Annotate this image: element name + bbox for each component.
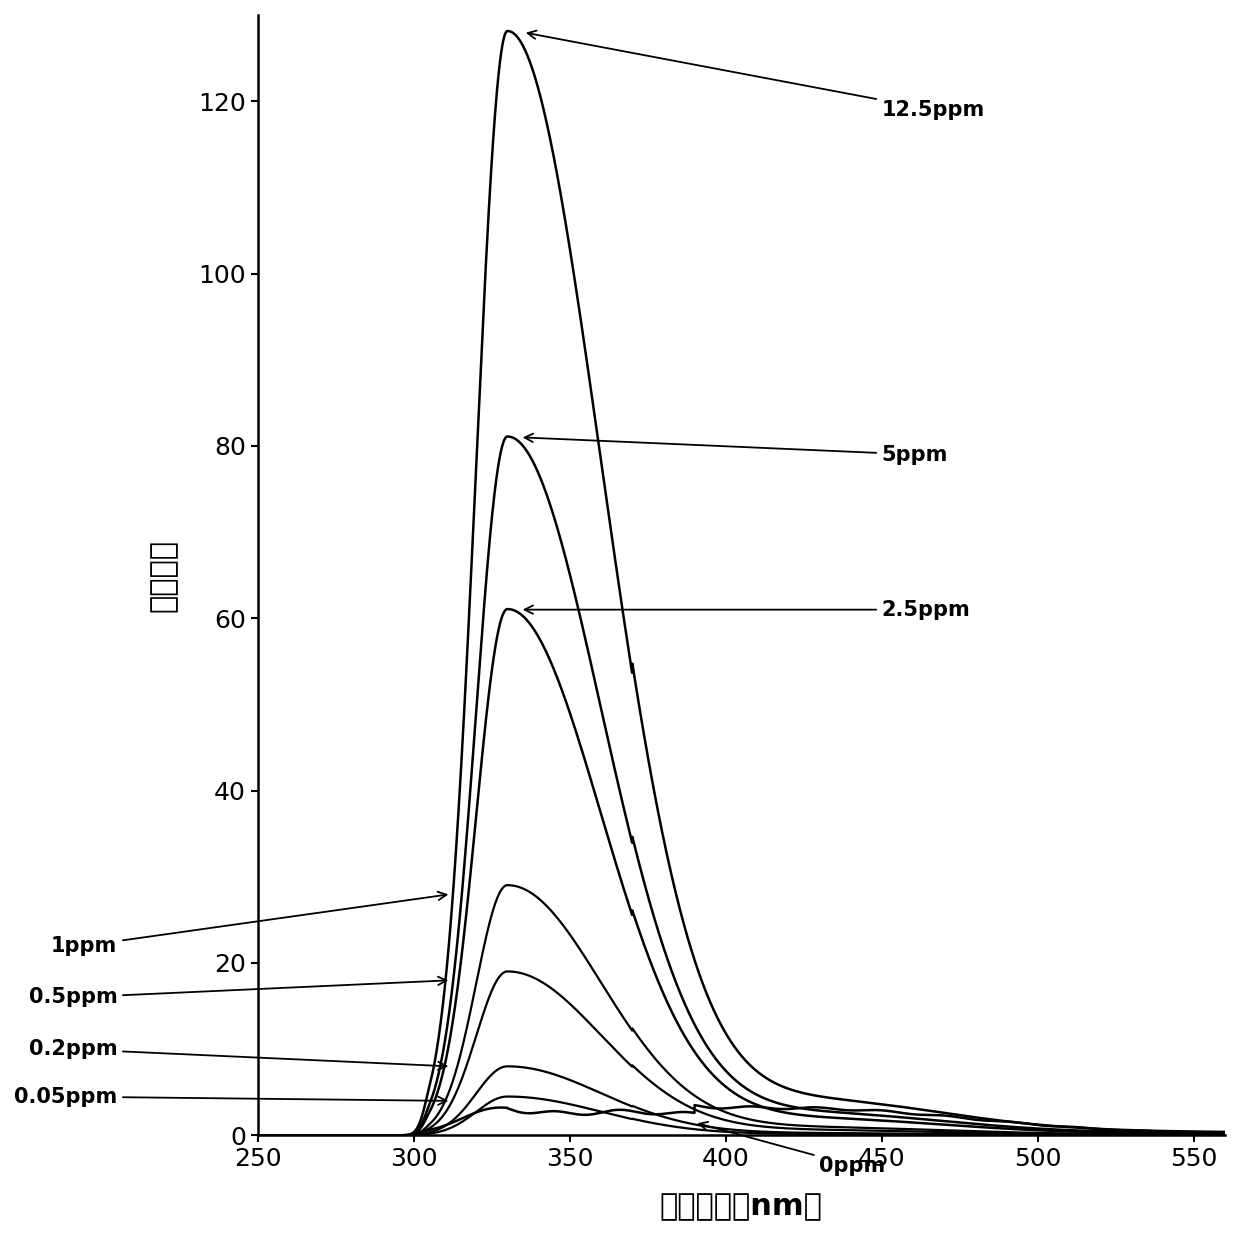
- Text: 1ppm: 1ppm: [51, 891, 446, 955]
- X-axis label: 发射波长（nm）: 发射波长（nm）: [660, 1192, 823, 1221]
- Text: 0.5ppm: 0.5ppm: [29, 976, 446, 1007]
- Text: 5ppm: 5ppm: [525, 434, 949, 465]
- Text: 2.5ppm: 2.5ppm: [525, 599, 971, 619]
- Text: 0.2ppm: 0.2ppm: [29, 1039, 446, 1070]
- Text: 12.5ppm: 12.5ppm: [528, 31, 985, 120]
- Text: 0.05ppm: 0.05ppm: [14, 1086, 446, 1106]
- Y-axis label: 荧光强度: 荧光强度: [149, 539, 177, 612]
- Text: 0ppm: 0ppm: [699, 1122, 885, 1175]
